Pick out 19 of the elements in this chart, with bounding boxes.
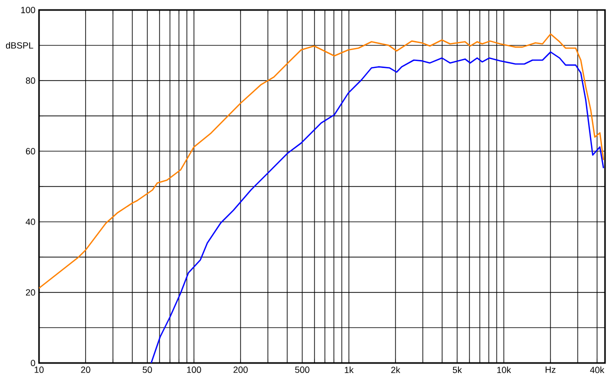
x-tick-label: 40k xyxy=(590,366,604,374)
y-tick-label: 20 xyxy=(26,289,36,296)
y-tick-label: 0 xyxy=(30,360,36,366)
x-tick-label: 50 xyxy=(142,366,152,373)
x-tick-label: 1k xyxy=(344,366,354,374)
x-tick-label: 2k xyxy=(391,366,400,374)
y-tick-label: 100 xyxy=(21,6,36,14)
x-tick-label: Hz xyxy=(546,366,556,373)
x-tick-label: 10k xyxy=(497,366,512,374)
y-axis-title: dBSPL xyxy=(6,42,34,49)
y-tick-label: 80 xyxy=(26,77,36,84)
x-tick-label: 500 xyxy=(295,366,310,373)
x-tick-label: 20 xyxy=(81,366,90,373)
y-tick-label: 40 xyxy=(26,218,36,225)
x-tick-label: 5k xyxy=(452,366,462,374)
x-tick-label: 100 xyxy=(187,366,202,373)
x-tick-label: 200 xyxy=(234,366,248,373)
x-tick-label: 10 xyxy=(34,366,44,373)
y-tick-label: 60 xyxy=(26,148,36,154)
